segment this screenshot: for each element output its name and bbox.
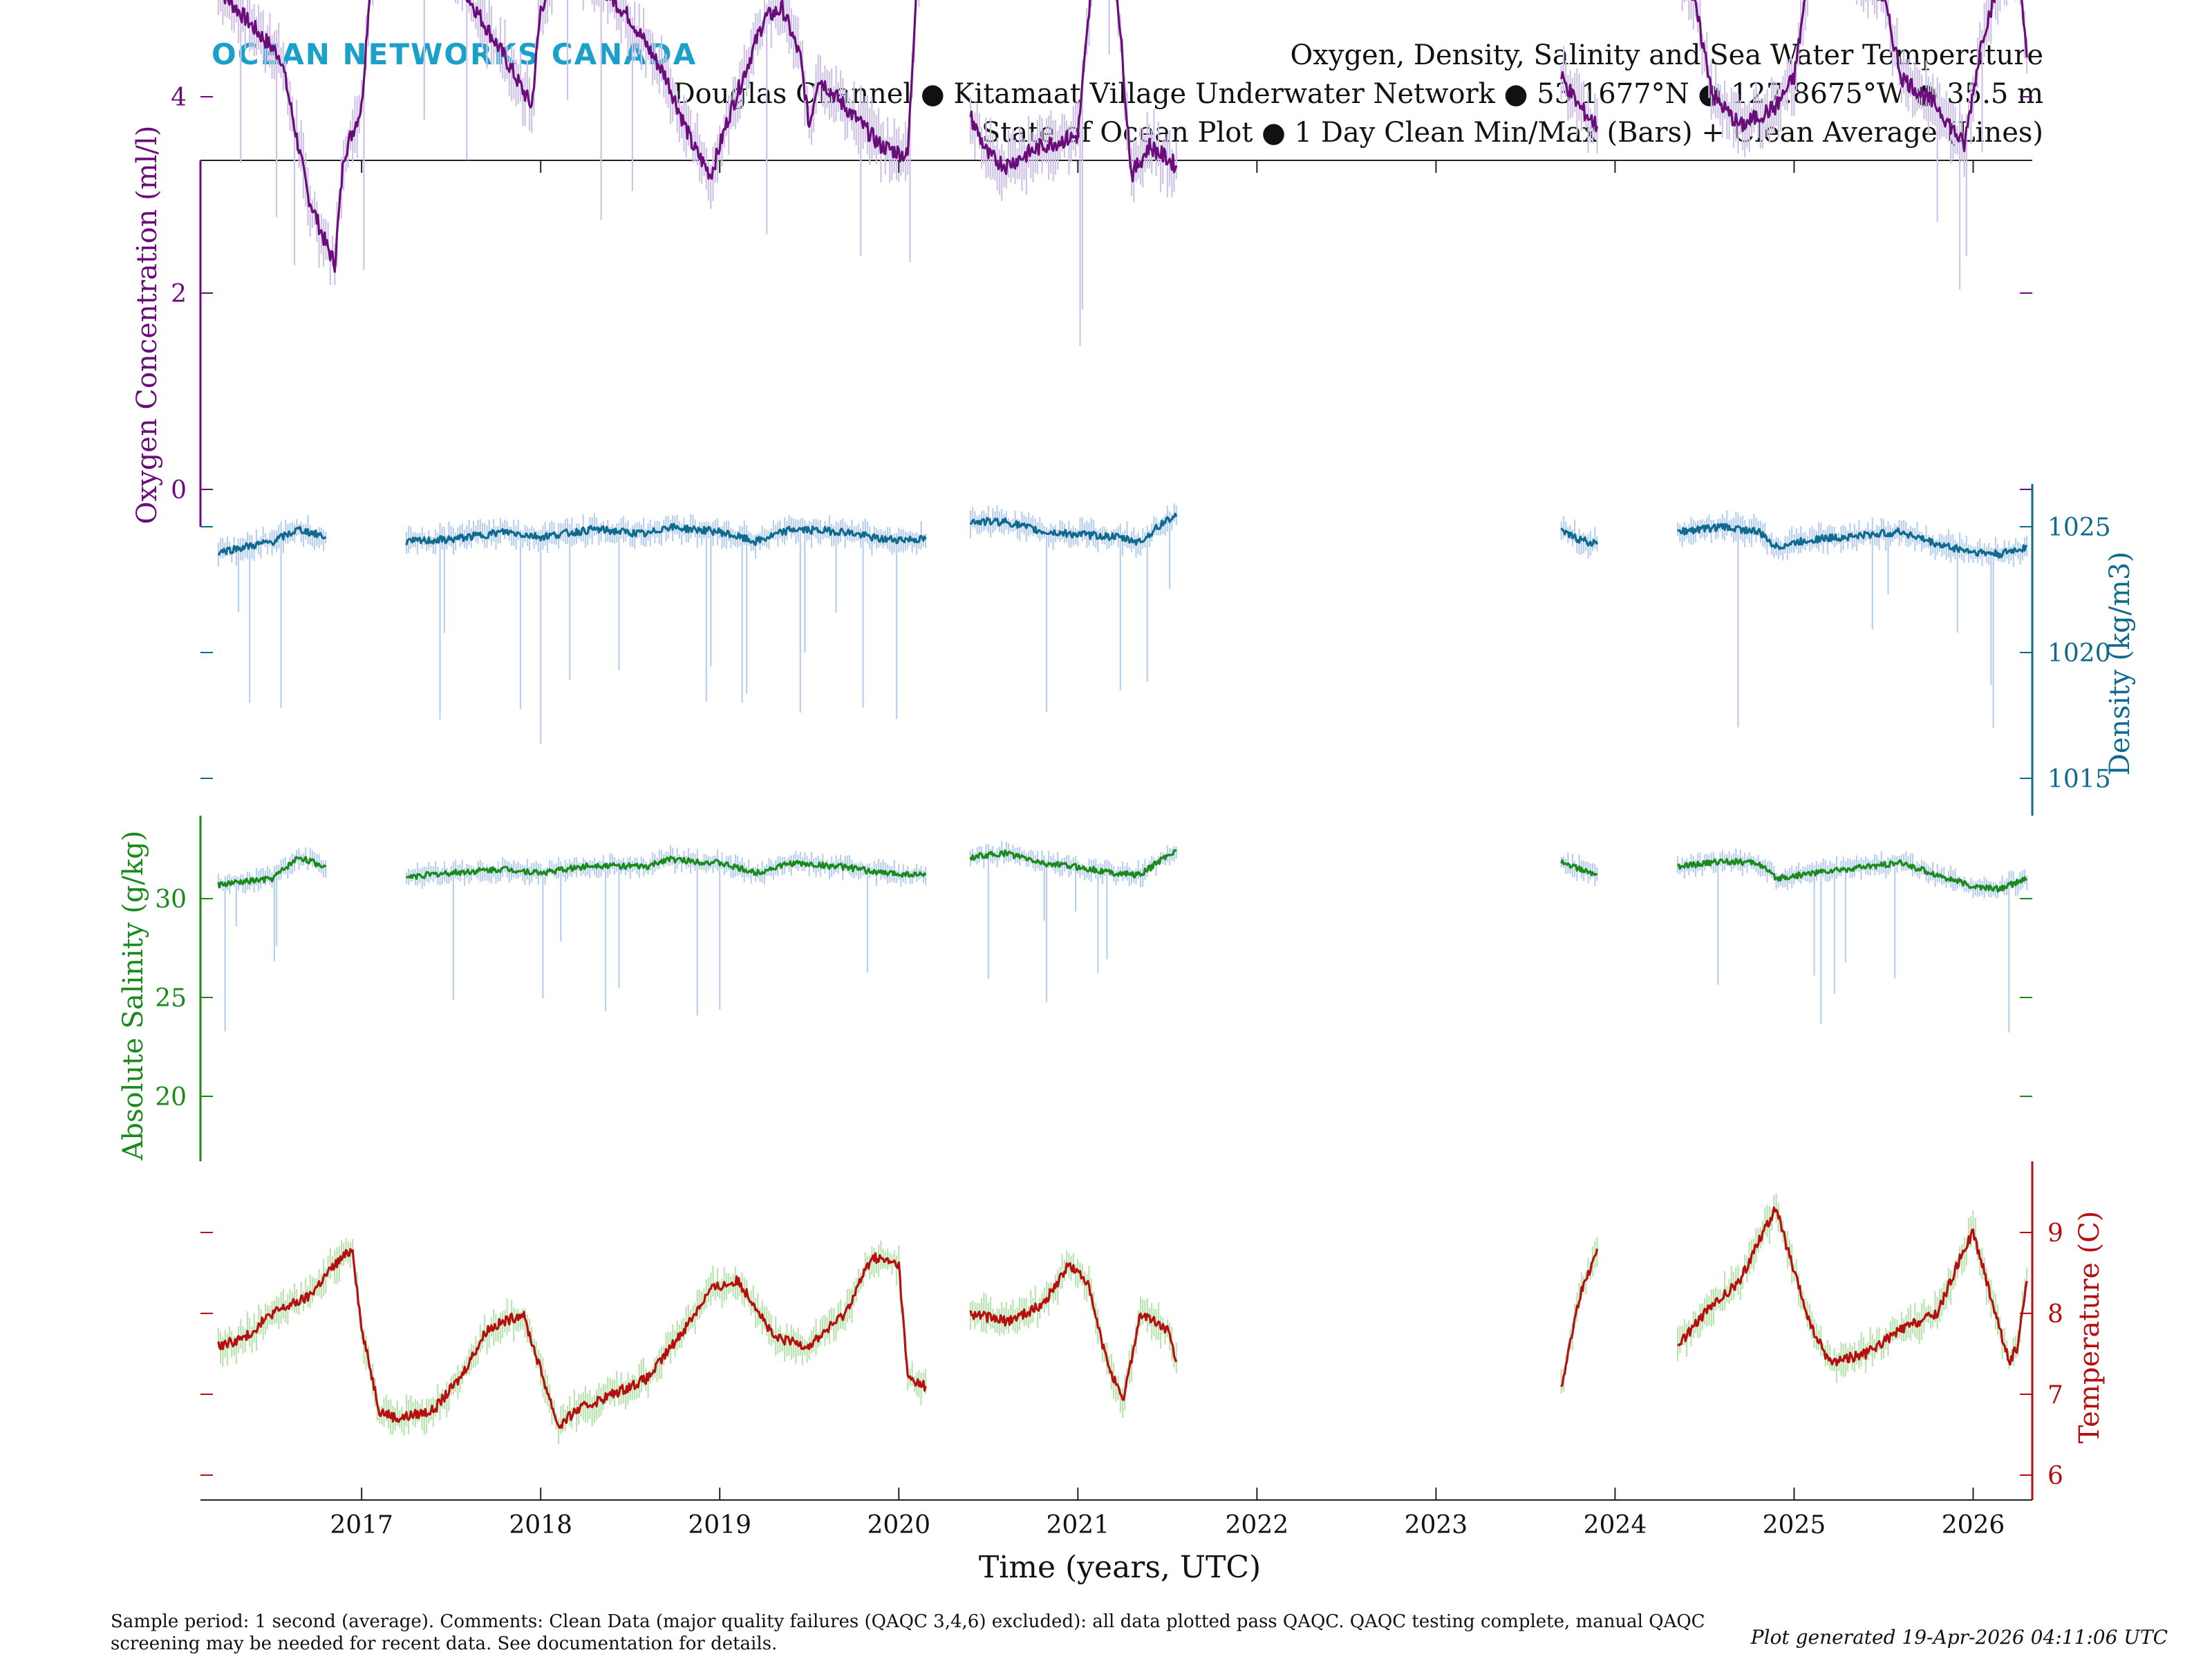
oxygen-average-line (1560, 71, 1599, 133)
salinity-minmax-bars (1677, 848, 2028, 1033)
chart-subtitle-location: Douglas Channel ● Kitamaat Village Under… (673, 78, 2043, 110)
axes-ticks: 0246101510201025202530678920172018201920… (155, 84, 2111, 1539)
temperature-tick-label: 9 (2047, 1219, 2063, 1248)
oxygen-tick-label: 0 (171, 476, 187, 505)
density-tick-label: 1025 (2047, 514, 2111, 542)
footer-generated: Plot generated 19-Apr-2026 04:11:06 UTC (1750, 1626, 2168, 1649)
oxygen-minmax-bars (1560, 46, 1598, 154)
x-tick-label: 2025 (1763, 1511, 1826, 1539)
salinity-tick-label: 25 (155, 984, 187, 1013)
salinity-average-line (217, 856, 327, 889)
density-tick-label: 1015 (2047, 765, 2111, 794)
footer-comments: Sample period: 1 second (average). Comme… (111, 1611, 1705, 1654)
oxygen-minmax-bars (1681, 0, 2028, 290)
average-lines (217, 0, 2028, 1429)
y-axis-label-density: Density (kg/m3) (2104, 552, 2136, 776)
temperature-average-line (969, 1262, 1178, 1401)
x-tick-label: 2018 (509, 1511, 572, 1539)
salinity-average-line (969, 849, 1177, 879)
density-minmax-bars (1677, 510, 2028, 728)
oxygen-tick-label: 4 (171, 84, 187, 112)
x-tick-label: 2021 (1046, 1511, 1109, 1539)
temperature-tick-label: 8 (2047, 1300, 2063, 1329)
y-axis-label-salinity: Absolute Salinity (g/kg) (118, 830, 149, 1161)
x-tick-label: 2022 (1226, 1511, 1289, 1539)
oxygen-average-line (223, 0, 917, 273)
density-tick-label: 1020 (2047, 639, 2111, 668)
density-average-line (405, 523, 927, 546)
y-axis-label-oxygen: Oxygen Concentration (ml/l) (131, 126, 163, 525)
density-average-line (1560, 527, 1598, 547)
salinity-average-line (406, 855, 927, 880)
y-axis-label-temperature: Temperature (C) (2074, 1211, 2106, 1444)
temperature-average-line (1560, 1248, 1599, 1387)
oxygen-average-line (1691, 0, 2028, 153)
x-tick-label: 2019 (688, 1511, 751, 1539)
x-axis-label: Time (years, UTC) (979, 1550, 1261, 1585)
salinity-average-line (1560, 859, 1598, 877)
salinity-minmax-bars (217, 847, 327, 1032)
x-tick-label: 2017 (330, 1511, 393, 1539)
axes-frame (200, 160, 2032, 1501)
temperature-average-line (1677, 1206, 2028, 1367)
x-tick-label: 2023 (1405, 1511, 1468, 1539)
brand-logo-text: OCEAN NETWORKS CANADA (212, 37, 697, 71)
temperature-average-line (217, 1248, 927, 1429)
x-tick-label: 2020 (867, 1511, 930, 1539)
salinity-average-line (1676, 857, 2028, 893)
density-average-line (969, 512, 1178, 546)
x-tick-label: 2026 (1942, 1511, 2005, 1539)
temperature-tick-label: 6 (2047, 1462, 2063, 1490)
x-tick-label: 2024 (1584, 1511, 1647, 1539)
temperature-tick-label: 7 (2047, 1381, 2063, 1409)
oxygen-minmax-bars (969, 0, 1177, 346)
salinity-tick-label: 30 (155, 885, 187, 914)
minmax-bars (217, 0, 2028, 1445)
salinity-tick-label: 20 (155, 1083, 187, 1112)
temperature-minmax-bars (969, 1250, 1177, 1418)
oxygen-tick-label: 2 (171, 280, 187, 308)
chart-title: Oxygen, Density, Salinity and Sea Water … (1290, 39, 2044, 71)
density-minmax-bars (405, 513, 927, 744)
temperature-minmax-bars (217, 1238, 927, 1445)
density-average-line (217, 525, 327, 556)
density-average-line (1676, 523, 2028, 559)
oxygen-average-line (969, 0, 1178, 182)
